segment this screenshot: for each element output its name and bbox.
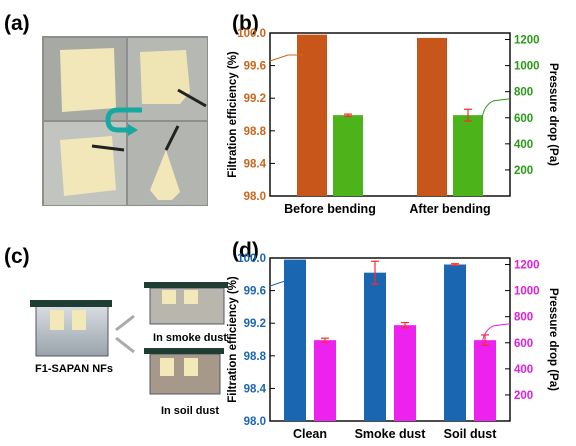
tank-soil-label: In soil dust [161,405,219,417]
left-tick-label: 98.8 [244,351,267,363]
left-tick-label: 99.2 [244,93,266,105]
tank-smoke-label: In smoke dust [153,332,227,344]
left-tick-label: 98.0 [244,416,266,428]
tanks-c: F1-SAPAN NFs In smoke dust In soil dust [30,282,228,417]
right-tick-label: 1000 [514,286,540,298]
right-axis-indicator [481,323,511,344]
bar-pressure-drop [333,115,363,196]
right-tick-label: 400 [514,364,533,376]
left-axis-title: Filtration efficiency (%) [227,51,239,178]
category-label: Smoke dust [355,427,427,441]
left-tick-label: 100.0 [237,28,266,40]
tank-soil-lid [144,348,224,354]
bar-filtration-efficiency [444,264,466,421]
bar-filtration-efficiency [297,34,327,196]
bar-filtration-efficiency [417,37,447,196]
tank-smoke-lid [144,282,228,288]
panel-label-d: (d) [232,239,259,262]
chart-d: 98.0 98.4 98.8 99.2 99.6 100.0 200 400 600 800 100… [227,253,559,441]
left-tick-label: 99.6 [244,61,266,73]
bar-pressure-drop [314,340,336,421]
membrane-flat [60,48,116,112]
membrane-main-1 [50,310,64,330]
membrane-soil-2 [184,358,198,376]
panel-label-a: (a) [4,12,30,35]
right-axis-title: Pressure drop (Pa) [547,63,559,166]
right-tick-label: 200 [514,165,533,177]
plot-frame [269,32,511,197]
panel-label-b: (b) [232,12,259,35]
right-tick-label: 800 [514,312,533,324]
right-tick-label: 1200 [514,260,540,272]
right-tick-label: 1000 [514,61,540,73]
arrow-to-soil [115,336,135,354]
chart-b: 98.0 98.4 98.8 99.2 99.6 100.0 200 400 600 800 100… [227,28,559,216]
left-tick-label: 99.6 [244,286,266,298]
plot-frame [269,257,511,422]
right-tick-label: 800 [514,87,533,99]
membrane-unfolded [60,136,116,196]
cycle-arrow-head [128,124,138,136]
membrane-soil-1 [160,358,174,376]
right-tick-label: 600 [514,338,533,350]
membrane-folded [150,150,180,200]
right-tick-label: 400 [514,139,533,151]
membrane-smoke-2 [184,290,198,304]
left-tick-label: 98.4 [244,383,267,395]
left-tick-label: 99.2 [244,318,266,330]
right-axis-title: Pressure drop (Pa) [547,288,559,391]
left-axis-title: Filtration efficiency (%) [227,276,239,403]
right-axis-indicator [481,98,511,119]
bar-pressure-drop [453,115,483,196]
panel-label-c: (c) [4,245,30,268]
category-label: Clean [293,427,327,441]
category-label: Soil dust [444,427,498,441]
left-tick-label: 100.0 [237,253,266,265]
membrane-bent [140,50,190,104]
photo-collage-a [42,36,208,206]
category-label: Before bending [284,202,376,216]
tweezer-top [177,88,207,108]
membrane-main-2 [72,310,86,330]
bar-pressure-drop [394,325,416,421]
left-tick-label: 98.0 [244,191,266,203]
arrow-to-smoke [115,314,135,332]
cycle-arrow [105,107,142,133]
left-tick-label: 98.8 [244,126,267,138]
tank-main-label: F1-SAPAN NFs [35,363,113,375]
left-axis-indicator [269,54,304,62]
tweezer-left [91,144,125,152]
bar-pressure-drop [474,340,496,421]
tank-main-lid [30,300,112,307]
bar-filtration-efficiency [364,272,386,421]
left-tick-label: 98.4 [244,158,267,170]
left-axis-indicator [269,279,304,287]
bar-filtration-efficiency [284,259,306,421]
membrane-smoke-1 [162,290,176,304]
right-tick-label: 600 [514,113,533,125]
tweezer-right [164,125,180,151]
right-tick-label: 1200 [514,35,540,47]
category-label: After bending [409,202,490,216]
right-tick-label: 200 [514,390,533,402]
